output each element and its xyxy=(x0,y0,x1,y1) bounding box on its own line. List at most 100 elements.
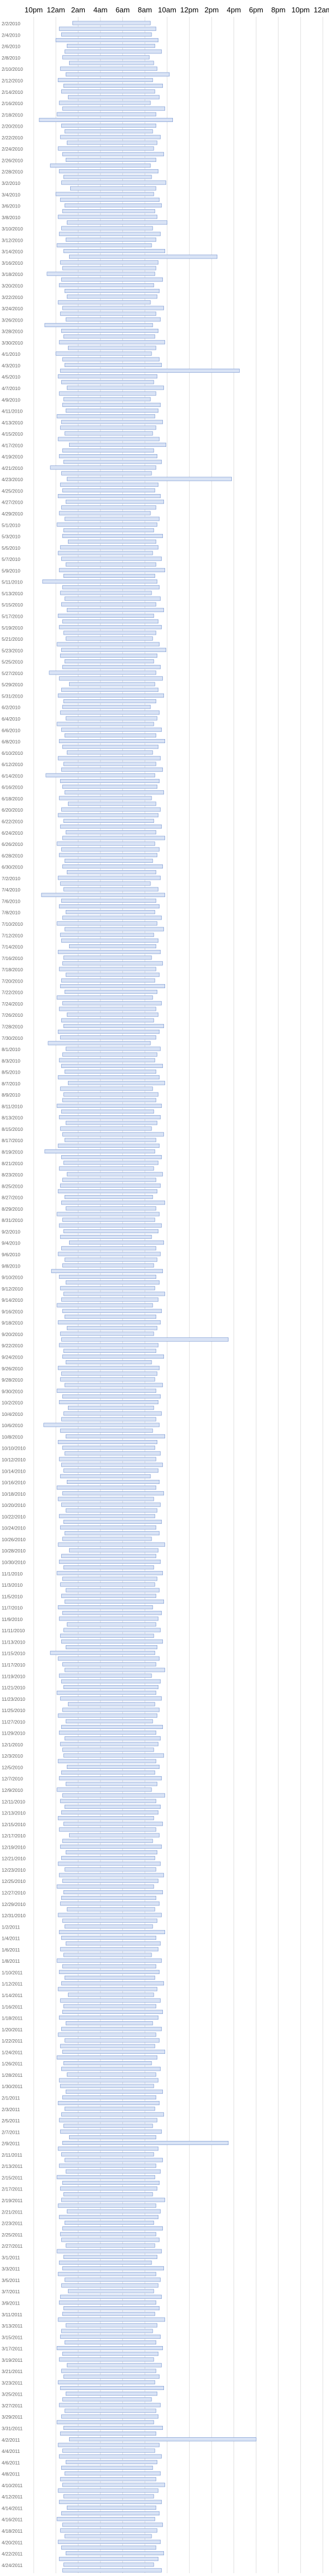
sleep-bar xyxy=(66,72,170,76)
sleep-bar xyxy=(58,1862,161,1866)
y-date-label: 7/30/2010 xyxy=(2,1035,23,1041)
y-date-label: 2/20/2010 xyxy=(2,124,23,129)
sleep-bar xyxy=(66,2392,158,2396)
y-date-label: 9/4/2010 xyxy=(2,1241,20,1246)
sleep-bar xyxy=(57,1571,163,1576)
sleep-bar xyxy=(44,323,153,327)
sleep-bar xyxy=(58,1030,160,1034)
y-date-label: 10/20/2010 xyxy=(2,1502,26,1508)
sleep-bar xyxy=(61,687,159,692)
sleep-bar xyxy=(59,2215,159,2219)
sleep-bar xyxy=(67,2209,161,2213)
y-date-label: 2/5/2011 xyxy=(2,2118,20,2124)
y-date-label: 4/21/2010 xyxy=(2,465,23,471)
sleep-bar xyxy=(60,1474,151,1478)
sleep-bar xyxy=(60,1428,153,1433)
y-date-label: 1/30/2011 xyxy=(2,2084,22,2089)
sleep-bar xyxy=(66,1782,158,1786)
sleep-bar xyxy=(66,1588,160,1592)
sleep-bar xyxy=(63,1685,159,1690)
sleep-bar xyxy=(66,910,156,914)
sleep-bar xyxy=(66,1280,160,1285)
y-date-label: 9/28/2010 xyxy=(2,1377,23,1383)
sleep-bar xyxy=(59,1400,159,1405)
sleep-bar xyxy=(63,175,152,179)
sleep-bar xyxy=(63,818,154,823)
y-date-label: 7/2/2010 xyxy=(2,876,20,881)
sleep-bar xyxy=(60,1799,157,1803)
sleep-bar xyxy=(65,129,153,134)
y-date-label: 12/29/2010 xyxy=(2,1902,26,1907)
sleep-bar xyxy=(65,2534,152,2538)
sleep-bar xyxy=(57,642,160,646)
sleep-bar xyxy=(63,2494,154,2498)
sleep-bar xyxy=(67,2072,157,2077)
sleep-bar xyxy=(60,1742,159,1746)
sleep-bar xyxy=(61,124,157,128)
sleep-bar xyxy=(65,1195,153,1199)
y-date-label: 3/20/2010 xyxy=(2,283,23,288)
sleep-bar xyxy=(58,1143,160,1148)
x-tick-label: 6pm xyxy=(249,6,263,14)
sleep-bar xyxy=(61,1856,156,1860)
sleep-bar xyxy=(49,671,157,675)
y-date-label: 2/10/2010 xyxy=(2,66,23,72)
sleep-bar xyxy=(60,1126,152,1131)
sleep-bar xyxy=(60,2186,158,2191)
y-date-label: 9/22/2010 xyxy=(2,1343,23,1348)
sleep-bar xyxy=(62,2009,163,2014)
sleep-bar xyxy=(59,2015,159,2020)
sleep-bar xyxy=(65,2220,154,2225)
sleep-bar xyxy=(67,1764,160,1769)
sleep-bar xyxy=(58,1605,153,1610)
sleep-bar xyxy=(59,169,159,174)
y-date-label: 6/12/2010 xyxy=(2,762,23,767)
sleep-bar xyxy=(67,2363,162,2367)
y-date-label: 9/14/2010 xyxy=(2,1297,23,1303)
y-date-label: 2/7/2011 xyxy=(2,2129,20,2135)
sleep-bar xyxy=(70,186,157,191)
y-date-label: 4/13/2010 xyxy=(2,420,23,425)
sleep-bar xyxy=(66,2169,161,2174)
y-date-label: 2/3/2011 xyxy=(2,2107,20,2112)
y-date-label: 12/11/2010 xyxy=(2,1799,25,1804)
sleep-bar xyxy=(66,1719,153,1723)
sleep-bar xyxy=(62,2448,156,2453)
sleep-bar xyxy=(61,2465,153,2470)
y-date-label: 9/20/2010 xyxy=(2,1332,23,1337)
sleep-bar xyxy=(57,722,154,726)
sleep-bar xyxy=(59,739,166,744)
sleep-bar xyxy=(59,904,160,909)
sleep-bar xyxy=(58,1320,161,1325)
y-date-label: 4/12/2011 xyxy=(2,2494,22,2500)
sleep-bar xyxy=(57,2420,154,2424)
sleep-bar xyxy=(50,163,151,168)
y-date-label: 3/3/2011 xyxy=(2,2266,20,2272)
sleep-bar xyxy=(63,1229,159,1233)
sleep-bar xyxy=(63,2425,163,2430)
y-date-label: 5/23/2010 xyxy=(2,648,23,653)
sleep-bar xyxy=(61,1297,159,1302)
sleep-bar xyxy=(56,192,154,196)
sleep-bar xyxy=(62,1964,157,1968)
sleep-bar xyxy=(58,1366,160,1370)
sleep-bar xyxy=(60,2432,157,2436)
sleep-bar xyxy=(66,1047,161,1051)
sleep-bar xyxy=(65,2107,156,2111)
sleep-bar xyxy=(65,2038,160,2043)
y-date-label: 2/28/2010 xyxy=(2,169,23,175)
sleep-bar xyxy=(67,608,164,612)
sleep-bar xyxy=(61,1554,157,1558)
y-date-label: 9/10/2010 xyxy=(2,1275,23,1280)
sleep-bar xyxy=(58,437,160,441)
sleep-bar xyxy=(62,1747,154,1752)
sleep-bar xyxy=(57,841,156,846)
x-tick-label: 12am xyxy=(314,6,329,14)
sleep-bar xyxy=(60,1998,161,2003)
sleep-bar xyxy=(58,1189,158,1193)
y-date-label: 5/7/2010 xyxy=(2,556,20,562)
y-date-label: 3/14/2010 xyxy=(2,249,23,255)
y-date-label: 12/21/2010 xyxy=(2,1856,26,1862)
sleep-bar xyxy=(66,408,159,413)
y-date-label: 4/11/2010 xyxy=(2,409,22,414)
